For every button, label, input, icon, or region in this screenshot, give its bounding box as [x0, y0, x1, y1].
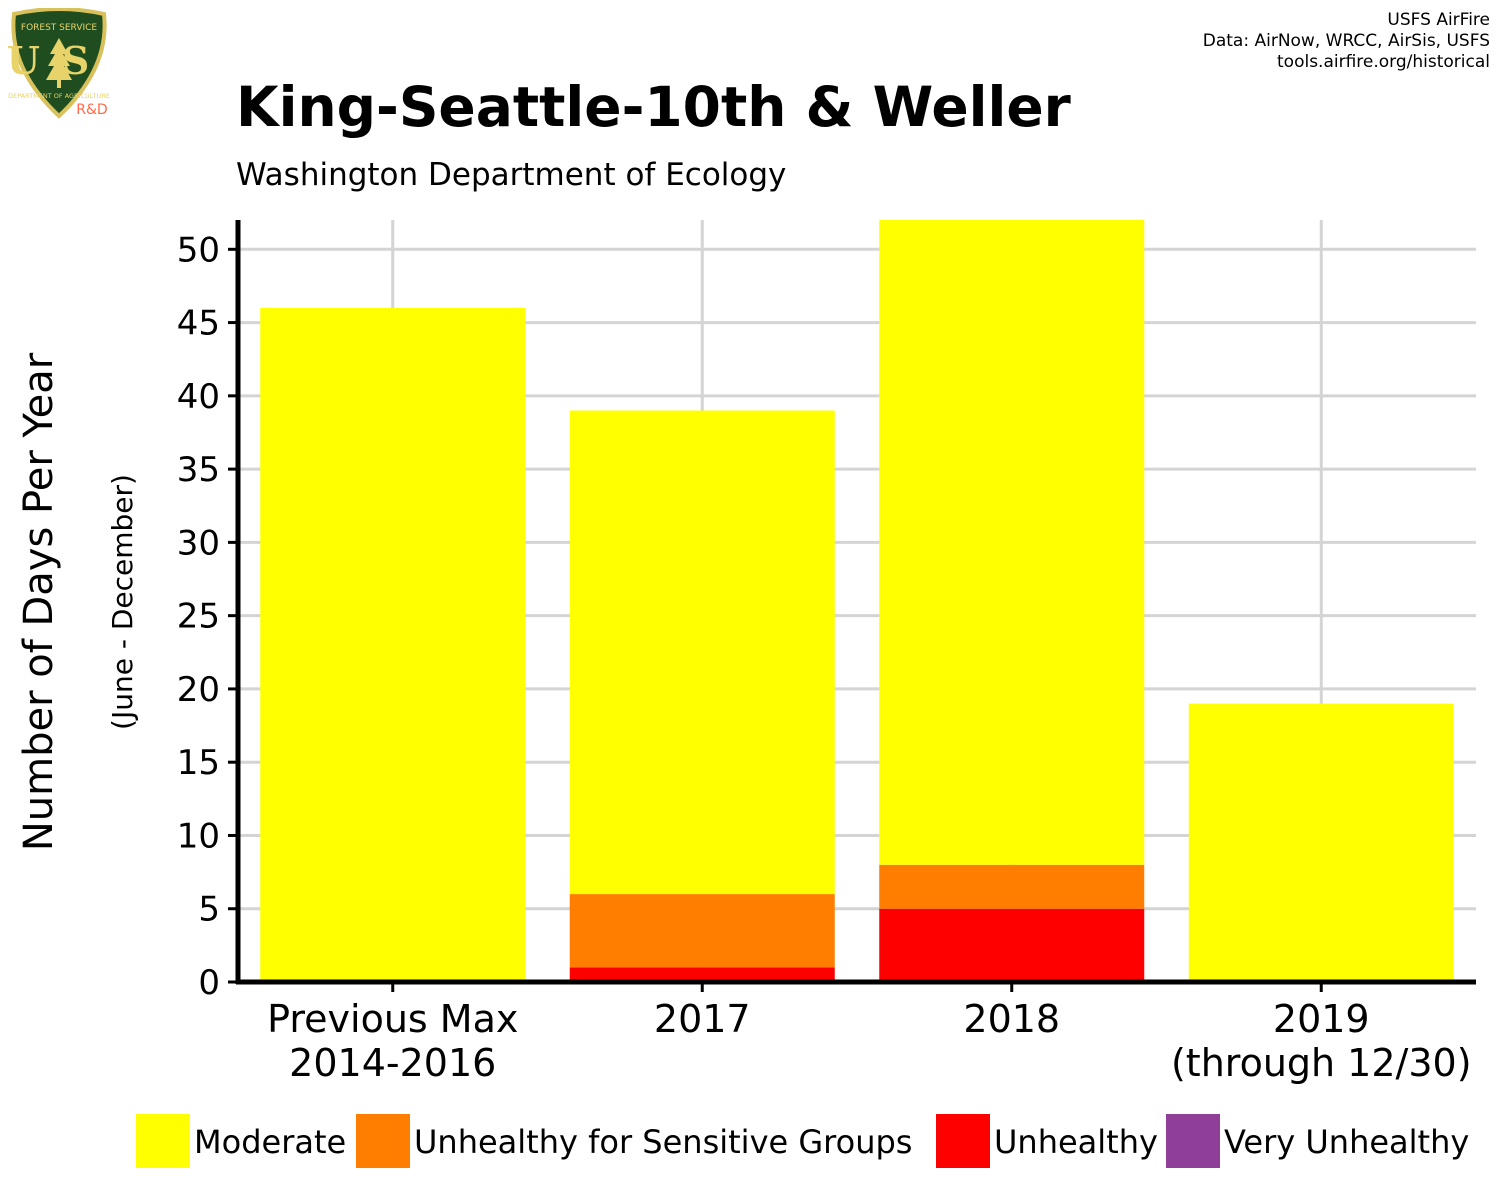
legend-label: Unhealthy for Sensitive Groups	[414, 1123, 912, 1161]
y-tick-label: 40	[177, 377, 220, 417]
legend-swatch	[136, 1114, 190, 1168]
legend-label: Very Unhealthy	[1224, 1123, 1469, 1161]
legend-swatch	[936, 1114, 990, 1168]
chart-title: King-Seattle-10th & Weller	[236, 75, 1071, 139]
y-tick-label: 15	[177, 743, 220, 783]
logo-letters: US	[7, 38, 112, 83]
x-tick-label: 2014-2016	[289, 1041, 496, 1085]
y-tick-label: 5	[198, 890, 220, 930]
bar-unhealthy	[879, 908, 1145, 982]
logo-bottom-text: DEPARTMENT OF AGRICULTURE	[8, 92, 110, 100]
x-tick-label: 2018	[963, 997, 1060, 1041]
credits-data: Data: AirNow, WRCC, AirSis, USFS	[1202, 31, 1490, 51]
y-tick-label: 10	[177, 816, 220, 856]
logo-top-text: FOREST SERVICE	[21, 23, 98, 33]
legend-label: Moderate	[194, 1123, 346, 1161]
x-tick-label: 2017	[654, 997, 751, 1041]
bar-unhealthy-for-sensitive-groups	[879, 864, 1145, 909]
y-tick-label: 0	[198, 963, 220, 1003]
legend-swatch	[356, 1114, 410, 1168]
y-tick-label: 35	[177, 450, 220, 490]
bar-unhealthy	[569, 967, 835, 982]
x-tick-label: (through 12/30)	[1171, 1041, 1472, 1085]
y-axis-subtitle: (June - December)	[106, 474, 139, 730]
bar-moderate	[260, 307, 526, 982]
legend-swatch	[1166, 1114, 1220, 1168]
y-axis-title: Number of Days Per Year	[16, 352, 62, 851]
tree-icon	[46, 38, 72, 80]
legend-label: Unhealthy	[994, 1123, 1158, 1161]
x-tick-label: Previous Max	[267, 997, 518, 1041]
credits-source: USFS AirFire	[1387, 10, 1490, 30]
bar-moderate	[569, 410, 835, 895]
bar-moderate	[1188, 703, 1454, 982]
logo-rd-text: R&D	[76, 102, 107, 118]
bar-moderate	[879, 220, 1145, 865]
y-tick-label: 30	[177, 523, 220, 563]
y-tick-label: 20	[177, 670, 220, 710]
y-tick-label: 45	[177, 304, 220, 344]
chart-subtitle: Washington Department of Ecology	[236, 157, 787, 193]
credits-url: tools.airfire.org/historical	[1277, 52, 1490, 72]
y-tick-label: 25	[177, 597, 220, 637]
y-tick-label: 50	[177, 230, 220, 270]
bar-unhealthy-for-sensitive-groups	[569, 894, 835, 968]
forest-service-shield-icon: FOREST SERVICE US DEPARTMENT OF AGRICULT…	[7, 8, 112, 119]
credits: USFS AirFire Data: AirNow, WRCC, AirSis,…	[1203, 10, 1490, 73]
x-tick-label: 2019	[1273, 997, 1370, 1041]
